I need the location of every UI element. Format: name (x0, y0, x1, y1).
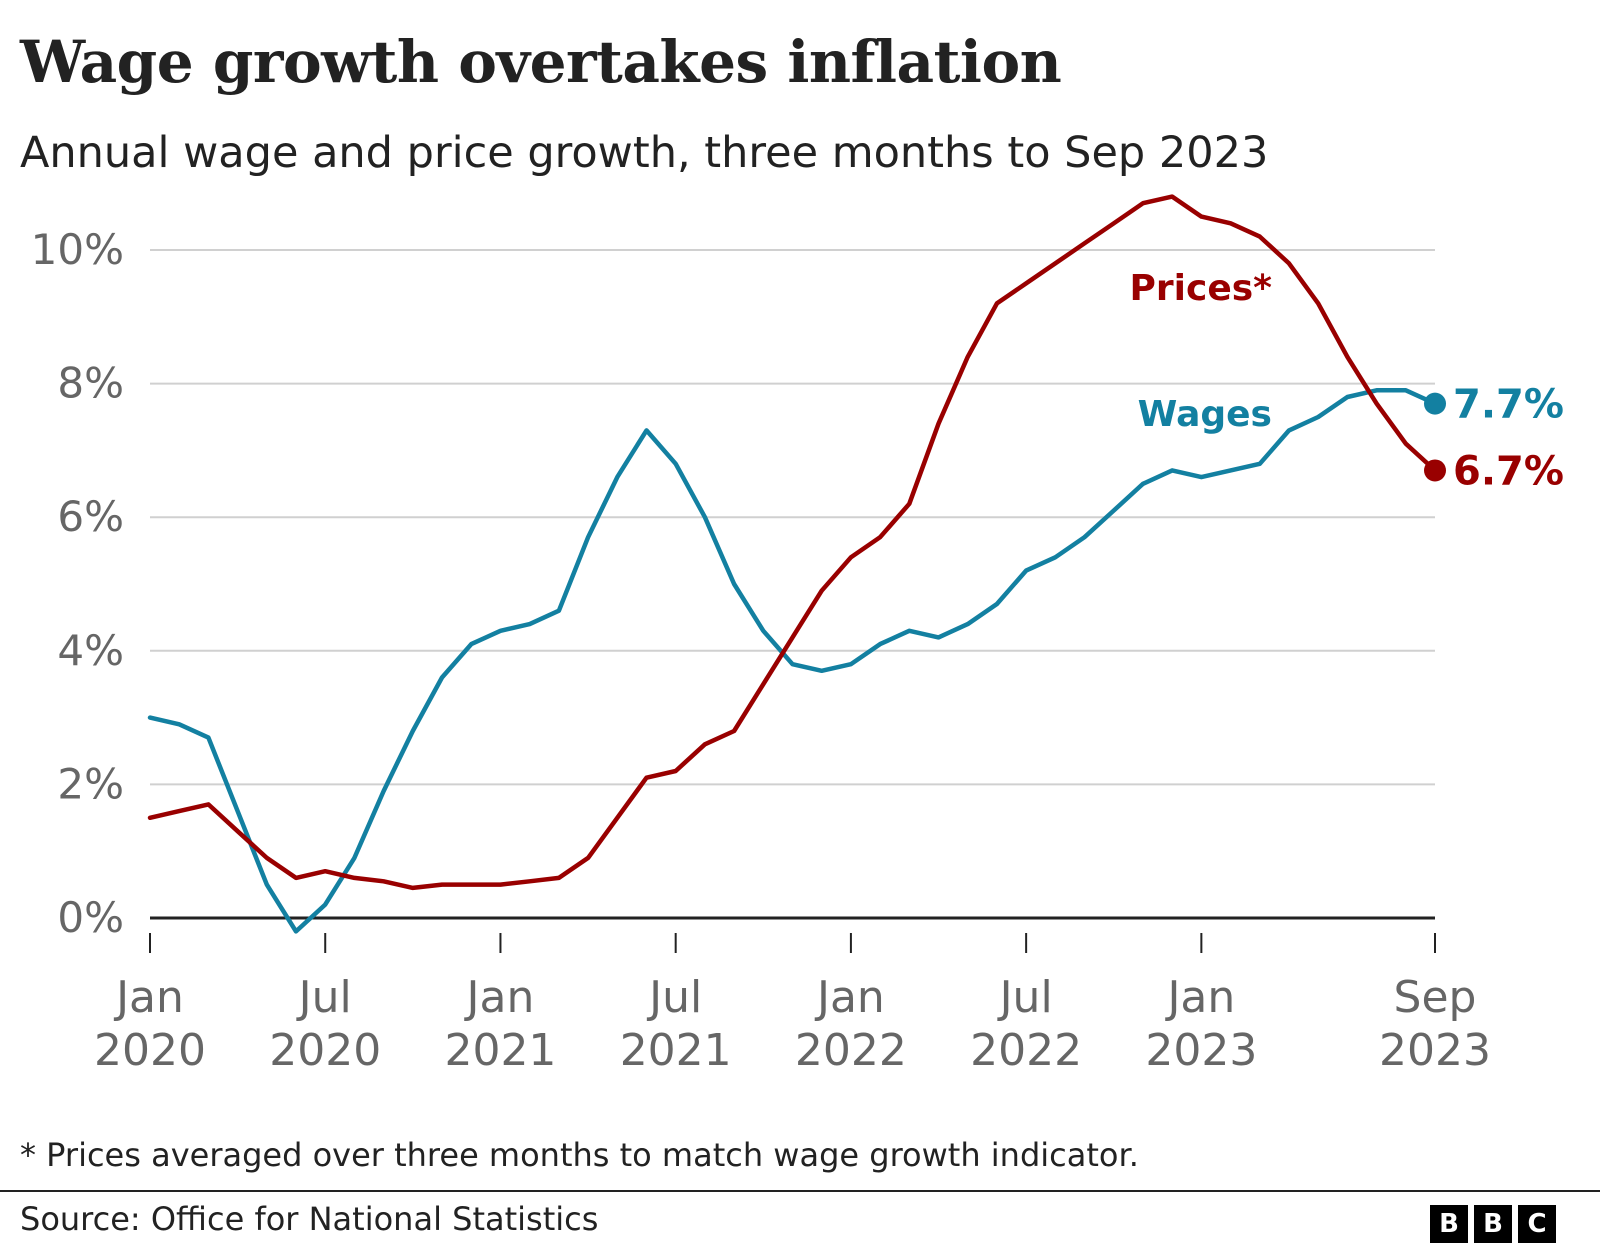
x-tick-label-month: Jan (814, 972, 885, 1023)
logo-letter-b1: B (1430, 1205, 1468, 1243)
end-label-wages: 7.7% (1453, 382, 1564, 428)
x-tick-label-year: 2021 (444, 1025, 556, 1076)
chart-title: Wage growth overtakes inflation (20, 28, 1062, 96)
y-axis-ticks: 0% 2% 4% 6% 8% 10% (31, 225, 124, 942)
x-tick-label-year: 2023 (1145, 1025, 1257, 1076)
x-tick-label-year: 2022 (795, 1025, 907, 1076)
logo-letter-b2: B (1474, 1205, 1512, 1243)
chart-subtitle: Annual wage and price growth, three mont… (20, 128, 1269, 178)
x-tick-label-month: Jul (646, 972, 702, 1023)
series-line-wages (147, 388, 1438, 934)
footer-divider (0, 1190, 1600, 1192)
y-tick-label: 10% (31, 225, 124, 274)
logo-letter-c: C (1518, 1205, 1556, 1243)
footnote: * Prices averaged over three months to m… (20, 1136, 1139, 1174)
y-tick-label: 0% (57, 893, 124, 942)
series-line-prices (147, 194, 1438, 891)
series-name-prices: Prices* (1130, 268, 1273, 309)
series-lines (147, 194, 1446, 934)
end-marker-wages (1424, 392, 1446, 415)
x-tick-label-year: 2021 (620, 1025, 732, 1076)
bbc-logo: B B C (1430, 1205, 1556, 1243)
x-tick-label-year: 2020 (269, 1025, 381, 1076)
x-axis-ticks: Jan2020Jul2020Jan2021Jul2021Jan2022Jul20… (94, 933, 1491, 1076)
x-tick-label-month: Sep (1394, 972, 1477, 1023)
source-note: Source: Office for National Statistics (20, 1200, 599, 1238)
x-tick-label-month: Jul (296, 972, 352, 1023)
line-chart: 0%2%4%6%8%10% Jan2020Jul2020Jan2021Jul20… (31, 194, 1564, 1076)
x-tick-label-year: 2023 (1379, 1025, 1491, 1076)
y-tick-label: 8% (57, 359, 124, 408)
end-label-prices: 6.7% (1453, 448, 1564, 494)
x-tick-label-month: Jan (113, 972, 184, 1023)
y-tick-label: 4% (57, 626, 124, 675)
series-name-wages: Wages (1138, 394, 1272, 435)
x-tick-label-month: Jan (1164, 972, 1235, 1023)
gridlines (150, 249, 1435, 920)
x-tick-label-year: 2020 (94, 1025, 206, 1076)
end-marker-prices (1424, 459, 1446, 482)
x-tick-label-year: 2022 (970, 1025, 1082, 1076)
series-labels: 7.7% Wages 6.7% Prices* (1130, 268, 1564, 494)
y-tick-label: 2% (57, 759, 124, 808)
y-tick-label: 6% (57, 492, 124, 541)
x-tick-label-month: Jan (464, 972, 535, 1023)
x-tick-label-month: Jul (997, 972, 1053, 1023)
